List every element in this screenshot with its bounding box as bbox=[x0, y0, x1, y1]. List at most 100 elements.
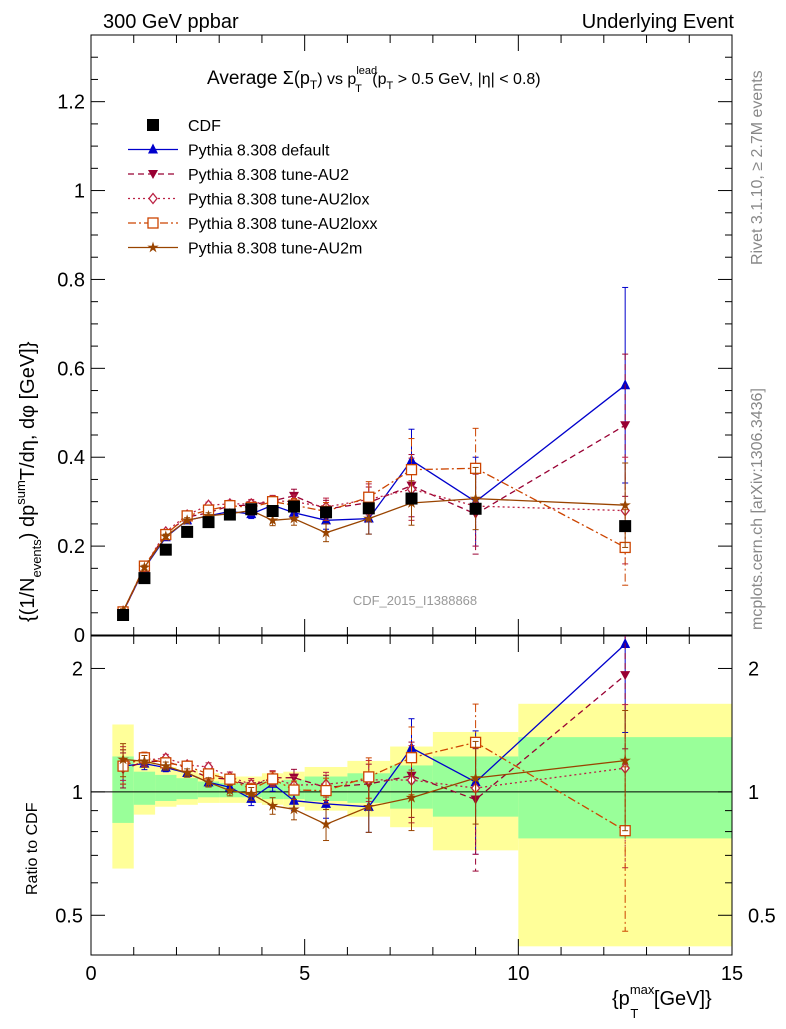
x-axis-label-sub: T bbox=[630, 1006, 638, 1021]
cdf-data-point bbox=[266, 505, 279, 517]
x-tick-label: 5 bbox=[299, 963, 310, 985]
x-axis-label-p1: {p bbox=[612, 988, 630, 1010]
ratio-frame bbox=[90, 635, 733, 956]
ratio-y-tick-label-left: 0.5 bbox=[55, 905, 83, 927]
y-axis-label: {(1/Nevents) dpsumT/dη, dφ [GeV]} bbox=[13, 341, 44, 622]
plot-title-cuts-rest: > 0.5 GeV, |η| < 0.8) bbox=[393, 71, 540, 88]
series-5-ratio-point bbox=[224, 784, 236, 796]
series-5-ratio-point bbox=[266, 799, 279, 811]
plot-title-mid: ) vs p bbox=[317, 71, 356, 88]
x-axis-label: {pmax T [GeV]} bbox=[612, 982, 712, 1021]
x-tick-label: 0 bbox=[85, 963, 96, 985]
plot-title-sigma: Σ(p bbox=[283, 68, 310, 88]
main-y-tick-label: 0.2 bbox=[57, 536, 85, 558]
main-y-tick-label: 0.6 bbox=[57, 358, 85, 380]
series-4-ratio-point bbox=[320, 784, 332, 797]
x-axis-label-sup: max bbox=[630, 982, 655, 997]
main-series bbox=[117, 286, 632, 621]
band-inner bbox=[133, 771, 156, 805]
analysis-watermark: CDF_2015_I1388868 bbox=[353, 593, 477, 608]
y-axis-label-p1: {(1/N bbox=[17, 578, 39, 622]
plot-title-sigma-sub: T bbox=[310, 78, 318, 92]
plot-title-lead-sub: T bbox=[355, 83, 362, 95]
cdf-data-point bbox=[159, 543, 172, 556]
series-5-point bbox=[266, 514, 279, 526]
series-5-point bbox=[469, 492, 482, 504]
series-1-ratio-point bbox=[321, 797, 332, 808]
series-5-ratio-point bbox=[469, 772, 482, 783]
series-5-ratio-point bbox=[202, 776, 215, 788]
legend-label: Pythia 8.308 tune-AU2 bbox=[188, 167, 349, 184]
legend-marker bbox=[148, 192, 158, 205]
legend-label: Pythia 8.308 tune-AU2loxx bbox=[188, 216, 377, 233]
plot-title-cuts-sub: T bbox=[387, 80, 394, 92]
cdf-data-point bbox=[117, 609, 130, 621]
cdf-data-point bbox=[320, 506, 333, 519]
legend-marker bbox=[148, 170, 158, 179]
y-axis-label-p2: ) dp bbox=[17, 505, 39, 539]
ratio-y-tick-label-right: 0.5 bbox=[748, 905, 776, 927]
cdf-data-point bbox=[405, 492, 418, 505]
x-axis-label-p2: [GeV]} bbox=[648, 988, 712, 1010]
series-5-point bbox=[160, 530, 172, 542]
x-tick-label: 15 bbox=[721, 963, 743, 985]
main-y-tick-label: 0 bbox=[74, 625, 85, 647]
main-y-tick-label: 0.4 bbox=[57, 447, 85, 469]
series-4-line bbox=[122, 467, 626, 613]
series-1-ratio-line bbox=[123, 643, 626, 808]
series-5-ratio-point bbox=[619, 754, 631, 766]
band-inner bbox=[155, 774, 177, 801]
cdf-data-point bbox=[223, 508, 236, 521]
ratio-y-tick-label-right: 1 bbox=[748, 782, 759, 804]
ratio-axis-label: Ratio to CDF bbox=[24, 802, 41, 895]
cdf-data-point bbox=[181, 525, 194, 538]
series-5-ratio-point bbox=[245, 787, 257, 799]
cdf-data-point bbox=[245, 503, 258, 516]
series-4-point bbox=[405, 464, 418, 476]
main-y-tick-label: 1 bbox=[74, 181, 85, 203]
series-5-ratio-point bbox=[288, 803, 300, 815]
series-5-point bbox=[138, 561, 151, 573]
legend-marker bbox=[147, 217, 159, 229]
series-5-ratio-point bbox=[363, 800, 375, 812]
plot-title: Average Σ(pT) vs plead T (pT > 0.5 GeV, |… bbox=[207, 65, 541, 95]
cdf-data-point bbox=[469, 502, 482, 515]
series-5-point bbox=[619, 499, 631, 511]
cdf-data-point bbox=[202, 516, 215, 529]
series-5-point bbox=[288, 512, 300, 524]
y-axis-label-p1-sub: events bbox=[29, 539, 44, 578]
series-5-ratio-point bbox=[138, 755, 151, 767]
plot-title-cuts: (p bbox=[368, 71, 387, 88]
series-5-ratio-point bbox=[320, 818, 332, 830]
series-4-ratio-point bbox=[266, 773, 279, 785]
legend: CDF Pythia 8.308 default Pythia 8.308 tune… bbox=[128, 118, 377, 258]
cdf-data-point bbox=[138, 572, 151, 585]
legend-marker bbox=[147, 241, 159, 253]
series-5-ratio-point bbox=[405, 791, 418, 803]
series-4-ratio-point bbox=[405, 752, 418, 764]
cdf-data-point bbox=[619, 520, 632, 533]
cdf-data-point bbox=[362, 502, 375, 515]
main-y-tick-label: 1.2 bbox=[57, 92, 85, 114]
x-tick-label: 10 bbox=[507, 963, 529, 985]
legend-label: Pythia 8.308 tune-AU2lox bbox=[188, 192, 369, 209]
series-5-ratio-line bbox=[123, 758, 626, 826]
ratio-bands bbox=[112, 703, 732, 947]
ratio-y-tick-label-right: 2 bbox=[748, 658, 759, 680]
series-4-ratio-point bbox=[224, 773, 236, 785]
axes: 0 0.2 0.4 0.6 0.8 1 1.2 0 5 10 15 0.5 0.5 1 1 2 2 bbox=[55, 34, 776, 985]
series-4-ratio-point bbox=[363, 771, 375, 783]
series-5-point bbox=[363, 512, 375, 524]
series-4-point bbox=[363, 491, 375, 503]
series-2-line bbox=[122, 424, 626, 613]
series-4-ratio-point bbox=[288, 784, 300, 796]
legend-marker bbox=[148, 143, 158, 154]
rivet-label: Rivet 3.1.10, ≥ 2.7M events bbox=[749, 70, 766, 265]
legend-label: Pythia 8.308 tune-AU2m bbox=[188, 241, 362, 258]
legend-label: CDF bbox=[188, 118, 221, 135]
band-inner bbox=[176, 778, 198, 800]
series-2-ratio-point bbox=[620, 671, 631, 681]
plot-title-lead-sup: lead bbox=[356, 65, 377, 77]
series-5-point bbox=[320, 526, 332, 538]
